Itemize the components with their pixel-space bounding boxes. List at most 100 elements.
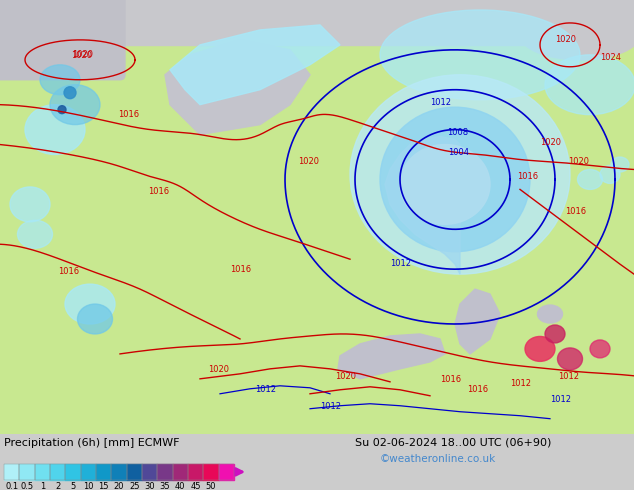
Text: 0.1: 0.1 bbox=[5, 482, 18, 490]
Text: 30: 30 bbox=[145, 482, 155, 490]
Text: 45: 45 bbox=[190, 482, 201, 490]
Bar bbox=[204, 464, 219, 480]
Text: 1012: 1012 bbox=[390, 259, 411, 268]
Polygon shape bbox=[165, 40, 310, 135]
FancyBboxPatch shape bbox=[0, 0, 125, 80]
Bar bbox=[157, 464, 172, 480]
Ellipse shape bbox=[50, 85, 100, 124]
Bar bbox=[50, 464, 65, 480]
Ellipse shape bbox=[380, 107, 530, 252]
Ellipse shape bbox=[25, 105, 85, 154]
Bar bbox=[127, 464, 142, 480]
Text: 1020: 1020 bbox=[298, 157, 319, 167]
Ellipse shape bbox=[557, 348, 583, 370]
Text: 2: 2 bbox=[55, 482, 60, 490]
Text: 1016: 1016 bbox=[230, 265, 251, 274]
Bar bbox=[127, 464, 142, 480]
Bar bbox=[219, 464, 234, 480]
Text: 1012: 1012 bbox=[430, 98, 451, 107]
Ellipse shape bbox=[18, 220, 53, 248]
Text: Precipitation (6h) [mm] ECMWF: Precipitation (6h) [mm] ECMWF bbox=[4, 438, 179, 448]
Text: 20: 20 bbox=[113, 482, 124, 490]
Polygon shape bbox=[385, 137, 460, 274]
Text: 1020: 1020 bbox=[540, 138, 561, 147]
Bar bbox=[0, 0, 634, 45]
Bar bbox=[157, 464, 172, 480]
Ellipse shape bbox=[538, 305, 562, 323]
Ellipse shape bbox=[400, 145, 490, 224]
Text: 50: 50 bbox=[206, 482, 216, 490]
Text: 1020: 1020 bbox=[72, 50, 93, 59]
Text: 35: 35 bbox=[160, 482, 171, 490]
Bar bbox=[65, 464, 81, 480]
Bar bbox=[96, 464, 112, 480]
Bar bbox=[219, 464, 234, 480]
Text: 1016: 1016 bbox=[467, 385, 488, 394]
Ellipse shape bbox=[40, 65, 80, 95]
Bar bbox=[188, 464, 204, 480]
Text: 1004: 1004 bbox=[448, 147, 469, 156]
Text: 1020: 1020 bbox=[335, 372, 356, 381]
Text: 1012: 1012 bbox=[558, 372, 579, 381]
Text: 5: 5 bbox=[70, 482, 75, 490]
Text: 1020: 1020 bbox=[568, 157, 589, 167]
Text: 40: 40 bbox=[175, 482, 186, 490]
Text: Su 02-06-2024 18..00 UTC (06+90): Su 02-06-2024 18..00 UTC (06+90) bbox=[355, 438, 552, 448]
Bar bbox=[4, 464, 19, 480]
Ellipse shape bbox=[590, 340, 610, 358]
Bar bbox=[172, 464, 188, 480]
Ellipse shape bbox=[578, 170, 602, 190]
Bar bbox=[35, 464, 50, 480]
Text: 1012: 1012 bbox=[255, 385, 276, 394]
Text: 1016: 1016 bbox=[517, 172, 538, 181]
Ellipse shape bbox=[525, 337, 555, 362]
Text: 1008: 1008 bbox=[447, 127, 468, 137]
Ellipse shape bbox=[65, 284, 115, 324]
Text: 1: 1 bbox=[40, 482, 45, 490]
Ellipse shape bbox=[64, 87, 76, 98]
Bar bbox=[81, 464, 96, 480]
Text: 0.5: 0.5 bbox=[20, 482, 34, 490]
Text: 1016: 1016 bbox=[148, 187, 169, 196]
Text: 1016: 1016 bbox=[58, 267, 79, 276]
Ellipse shape bbox=[350, 75, 570, 274]
Text: 1012: 1012 bbox=[510, 379, 531, 388]
Bar bbox=[96, 464, 112, 480]
Polygon shape bbox=[455, 289, 500, 354]
Bar bbox=[4, 464, 19, 480]
Bar bbox=[142, 464, 157, 480]
Text: 1016: 1016 bbox=[440, 375, 461, 384]
Bar bbox=[172, 464, 188, 480]
Bar bbox=[35, 464, 50, 480]
Ellipse shape bbox=[600, 166, 620, 183]
Text: 15: 15 bbox=[98, 482, 109, 490]
Ellipse shape bbox=[77, 304, 112, 334]
Text: 1012: 1012 bbox=[320, 402, 341, 411]
Text: 1012: 1012 bbox=[550, 395, 571, 404]
Ellipse shape bbox=[611, 157, 629, 172]
Text: 1016: 1016 bbox=[565, 207, 586, 216]
Bar bbox=[112, 464, 127, 480]
Ellipse shape bbox=[545, 55, 634, 115]
Bar bbox=[142, 464, 157, 480]
Bar bbox=[112, 464, 127, 480]
Text: 1020: 1020 bbox=[71, 51, 92, 60]
Text: 10: 10 bbox=[83, 482, 94, 490]
Bar bbox=[19, 464, 35, 480]
Ellipse shape bbox=[545, 325, 565, 343]
Text: 1020: 1020 bbox=[555, 35, 576, 44]
Ellipse shape bbox=[10, 187, 50, 222]
Text: 25: 25 bbox=[129, 482, 139, 490]
Bar bbox=[65, 464, 81, 480]
Bar bbox=[204, 464, 219, 480]
Ellipse shape bbox=[520, 10, 634, 60]
Text: 1020: 1020 bbox=[208, 365, 229, 374]
Bar bbox=[188, 464, 204, 480]
Text: ©weatheronline.co.uk: ©weatheronline.co.uk bbox=[380, 454, 496, 464]
Polygon shape bbox=[170, 25, 340, 105]
Text: 1024: 1024 bbox=[600, 53, 621, 62]
Ellipse shape bbox=[380, 10, 580, 99]
Polygon shape bbox=[338, 334, 445, 379]
Text: 1016: 1016 bbox=[118, 110, 139, 119]
Ellipse shape bbox=[480, 0, 634, 45]
